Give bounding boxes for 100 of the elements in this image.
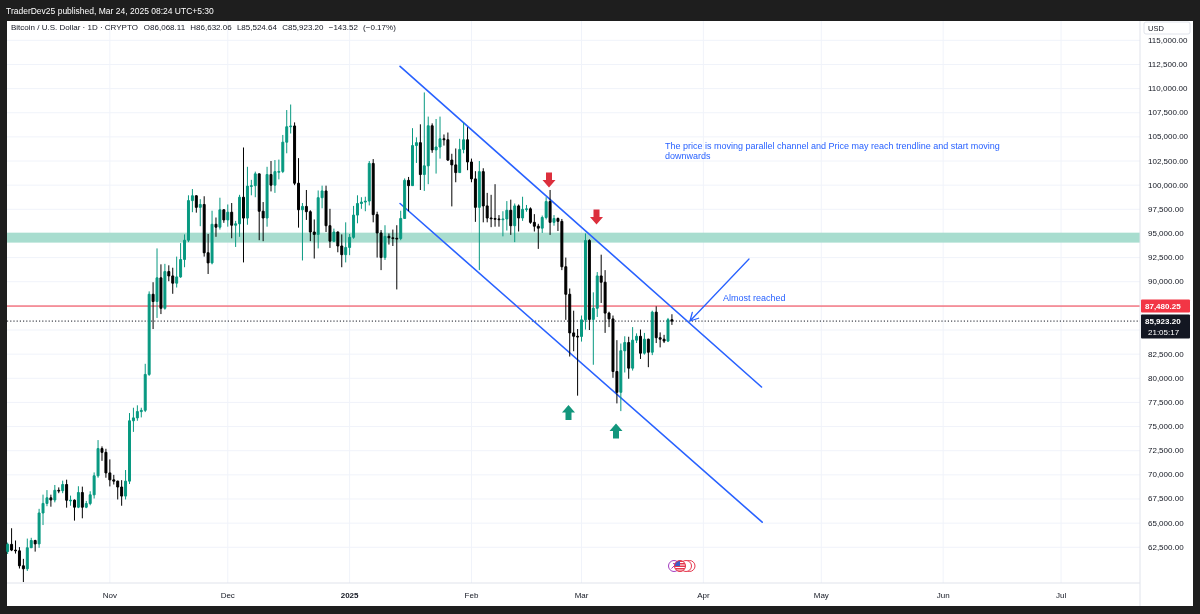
candlestick xyxy=(151,281,155,330)
candlestick xyxy=(163,263,167,311)
candlestick xyxy=(552,214,556,227)
candlestick xyxy=(76,485,80,509)
ref-line-label: 85,923.20 xyxy=(1145,316,1182,326)
y-tick-label: 100,000.00 xyxy=(1148,180,1189,190)
candlestick xyxy=(383,224,387,261)
candlestick xyxy=(662,334,666,344)
candlestick xyxy=(627,336,631,380)
ref-line-label: 87,480.25 xyxy=(1145,301,1182,311)
candlestick xyxy=(214,217,218,238)
candlestick xyxy=(631,326,635,372)
candlestick xyxy=(395,224,399,290)
candlestick xyxy=(210,210,214,265)
y-tick-label: 80,000.00 xyxy=(1148,373,1185,383)
candlestick xyxy=(639,329,642,360)
text: 21:05:17 xyxy=(1148,327,1180,337)
candlestick xyxy=(53,484,57,503)
candlestick xyxy=(245,166,249,226)
y-tick-label: 110,000.00 xyxy=(1148,84,1188,94)
x-tick-label: Nov xyxy=(102,590,117,600)
y-tick-label: 97,500.00 xyxy=(1148,204,1185,214)
x-tick-label: Jun xyxy=(936,590,950,600)
candlestick xyxy=(411,127,414,187)
candlestick xyxy=(517,203,521,233)
candlestick xyxy=(407,176,411,212)
candlestick xyxy=(230,202,234,239)
candlestick xyxy=(344,221,348,263)
candlestick xyxy=(670,313,674,326)
candlestick xyxy=(257,173,261,241)
candlestick xyxy=(269,160,273,192)
candlestick xyxy=(61,480,65,494)
x-tick-label: 2025 xyxy=(340,590,360,600)
x-tick-label: Feb xyxy=(464,590,479,600)
y-tick-label: 115,000.00 xyxy=(1148,35,1188,45)
x-tick-label: Mar xyxy=(574,590,589,600)
y-tick-label: 65,000.00 xyxy=(1148,518,1185,528)
x-tick-label: Apr xyxy=(697,590,710,600)
x-tick-label: Jul xyxy=(1055,590,1067,600)
y-tick-label: 72,500.00 xyxy=(1148,446,1185,456)
y-tick-label: 75,000.00 xyxy=(1148,422,1185,432)
candlestick xyxy=(646,338,650,368)
candlestick xyxy=(434,118,438,175)
candlestick xyxy=(194,194,198,214)
candlestick xyxy=(387,232,391,246)
candlestick xyxy=(155,247,159,319)
text: TraderDev25 published, Mar 24, 2025 08:24 UTC+5:30 xyxy=(6,5,215,16)
candlestick xyxy=(242,147,245,263)
candlestick xyxy=(171,267,175,295)
candlestick xyxy=(33,539,37,553)
candlestick xyxy=(666,317,670,343)
candlestick xyxy=(218,197,222,231)
candlestick xyxy=(548,189,552,236)
y-tick-label: 82,500.00 xyxy=(1148,349,1185,359)
candlestick xyxy=(222,208,226,224)
y-tick-label: 102,500.00 xyxy=(1148,156,1189,166)
candlestick xyxy=(253,171,257,198)
candlestick xyxy=(493,183,497,228)
candlestick xyxy=(57,486,61,494)
candlestick xyxy=(198,198,202,227)
candlestick xyxy=(422,91,426,192)
y-tick-label: 90,000.00 xyxy=(1148,277,1185,287)
candlestick xyxy=(49,494,53,508)
candlestick xyxy=(120,479,124,507)
y-tick-label: 77,500.00 xyxy=(1148,397,1185,407)
y-tick-label: 70,000.00 xyxy=(1148,470,1185,480)
y-tick-label: 92,500.00 xyxy=(1148,253,1185,263)
candlestick xyxy=(340,233,344,268)
y-tick-label: 67,500.00 xyxy=(1148,494,1185,504)
annotation: The price is moving parallel channel and Price may reach trendline and start moving downwards xyxy=(665,141,1001,161)
candlestick xyxy=(6,542,10,555)
candlestick xyxy=(332,228,336,243)
candlestick xyxy=(226,203,230,228)
y-tick-label: 105,000.00 xyxy=(1148,132,1189,142)
candlestick xyxy=(654,305,658,344)
chart-subtitle: O86,068.11 H86,632.06 L85,524.64 C85,923.20 −143.52 (−0.17%) xyxy=(143,23,396,33)
candlestick xyxy=(430,122,434,154)
candlestick xyxy=(300,202,304,261)
candlestick xyxy=(72,498,76,522)
chart-title: Bitcoin / U.S. Dollar · 1D · CRYPTO xyxy=(11,23,138,33)
candlestick xyxy=(65,479,69,509)
candlestick xyxy=(642,332,646,356)
candlestick xyxy=(265,166,269,228)
candlestick xyxy=(505,200,509,232)
annotation: Almost reached xyxy=(723,293,786,303)
y-tick-label: 112,500.00 xyxy=(1148,59,1188,69)
candlestick xyxy=(650,310,654,356)
candlestick xyxy=(481,167,485,223)
candlestick xyxy=(477,160,481,271)
x-tick-label: Dec xyxy=(220,590,235,600)
candlestick xyxy=(418,123,422,191)
y-tick-label: 62,500.00 xyxy=(1148,542,1185,552)
candlestick xyxy=(10,527,14,552)
candlestick xyxy=(316,189,320,249)
x-tick-label: May xyxy=(813,590,829,600)
y-tick-label: 107,500.00 xyxy=(1148,108,1189,118)
candlestick xyxy=(159,263,163,315)
y-tick-label: 95,000.00 xyxy=(1148,228,1185,238)
candlestick xyxy=(273,159,277,194)
candlestick xyxy=(80,486,84,519)
